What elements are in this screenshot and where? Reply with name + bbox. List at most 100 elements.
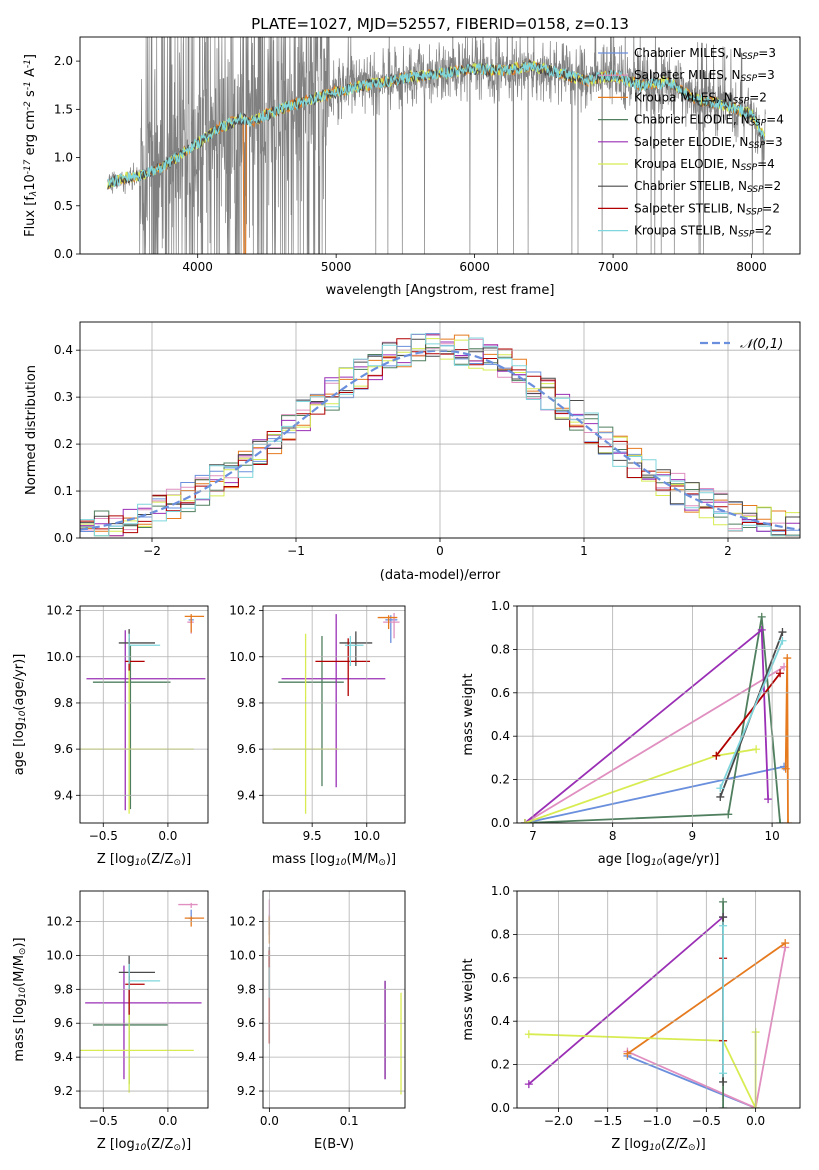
y-tick-label: 9.2 [54,1084,73,1098]
errorbar-point [344,636,364,667]
errorbar-point [184,614,205,633]
mass-weight-series [524,765,785,823]
plus-marker [784,819,793,823]
y-tick-label: 9.8 [54,982,73,996]
x-tick-label: 0.1 [340,1114,359,1128]
panel-spectrum [76,36,801,258]
y-tick-label: 9.6 [237,742,256,756]
x-tick-label: −1 [287,544,305,558]
x-tick-label: 8 [609,829,617,843]
axes-frame [79,605,209,824]
errorbar-point [80,633,194,814]
errorbar-point [377,615,398,630]
errorbar-point [128,963,161,990]
plus-marker [520,819,529,823]
plus-marker [719,897,728,906]
y-tick-label: 0.3 [54,390,73,404]
y-tick-label: 9.4 [54,788,73,802]
x-axis-label: Z [log10(Z/Z⊙)] [97,1137,191,1153]
plus-marker [781,939,790,948]
y-tick-label: 9.4 [237,1050,256,1064]
panel-age_vs_Z [76,605,209,827]
x-tick-label: 0 [436,544,444,558]
plus-marker [778,636,787,645]
y-tick-label: 1.0 [491,884,510,898]
x-tick-label: 5000 [321,260,352,274]
errorbar-point [85,965,202,1080]
x-tick-label: 10 [764,829,779,843]
axes-frame [516,605,801,824]
panel-mass_vs_Z [76,890,209,1112]
plus-marker [623,1049,632,1058]
plus-marker [716,792,725,801]
x-tick-label: −1.0 [642,1114,671,1128]
x-axis-label: Z [log10(Z/Z⊙)] [611,1137,705,1153]
y-tick-label: 0.0 [491,816,510,830]
errorbar-point [80,999,194,1093]
errorbar-point [281,614,386,788]
axes-frame [79,36,801,255]
x-tick-label: −0.5 [89,1114,118,1128]
x-axis-label: Z [log10(Z/Z⊙)] [97,852,191,868]
x-tick-label: −2.0 [544,1114,573,1128]
plot-area [80,614,206,814]
y-tick-label: 10.0 [229,948,256,962]
x-tick-label: 9 [689,829,697,843]
plot-area [107,37,766,254]
y-tick-label: 1.0 [491,599,510,613]
y-tick-label: 10.2 [46,604,73,618]
mass-weight-series [627,947,787,1108]
plus-marker [752,745,761,754]
y-tick-label: 10.0 [46,948,73,962]
legend-entry: Salpeter STELIB, NSSP=2 [634,201,780,217]
x-axis-label: mass [log10(M/M⊙)] [272,852,396,868]
y-axis-label: mass weight [461,958,476,1040]
x-tick-label: −1.5 [593,1114,622,1128]
legend-entry: Kroupa STELIB, NSSP=2 [634,224,772,240]
errorbar-point [278,636,344,787]
plot-area [80,902,205,1093]
y-tick-label: 0.4 [54,343,73,357]
model-spectrum-line [107,61,766,188]
mass-weight-series [524,616,781,823]
plus-marker [712,751,721,760]
y-tick-label: 9.8 [54,696,73,710]
plus-marker [719,921,728,930]
y-tick-label: 9.8 [237,982,256,996]
x-tick-label: 10.0 [353,829,380,843]
plus-marker [757,612,766,621]
plot-area [268,899,402,1095]
legend-entry: Salpeter ELODIE, NSSP=3 [634,135,783,151]
y-tick-label: 0.1 [54,484,73,498]
x-tick-label: 9.5 [303,829,322,843]
panel-age_vs_mass [259,605,406,827]
plus-marker [719,1104,728,1108]
x-axis-label: E(B-V) [314,1137,354,1152]
plus-marker [524,1080,533,1089]
plot-area [272,612,400,814]
axes-frame [516,890,801,1109]
mass-weight-series [524,666,785,823]
legend-entry: Chabrier ELODIE, NSSP=4 [634,113,784,129]
chart-title: PLATE=1027, MJD=52557, FIBERID=0158, z=0… [251,15,629,33]
x-axis-label: wavelength [Angstrom, rest frame] [326,283,555,298]
errorbar-point [385,615,398,643]
mass-weight-series [528,916,724,1085]
legend-entry: 𝒩(0,1) [740,337,783,352]
y-tick-label: 10.2 [229,915,256,929]
y-tick-label: 9.6 [54,742,73,756]
plus-marker [776,819,785,823]
x-tick-label: −0.5 [692,1114,721,1128]
y-tick-label: 0.4 [491,1014,510,1028]
mass-weight-series [715,672,781,757]
y-tick-label: 0.0 [491,1101,510,1115]
plus-marker [724,810,733,819]
y-tick-label: 0.8 [491,642,510,656]
errorbar-point [125,975,145,1015]
y-axis-label: mass [log10(M/M⊙)] [12,937,28,1061]
y-tick-label: 0.4 [491,729,510,743]
y-tick-label: 0.2 [491,1058,510,1072]
panel-residuals [76,321,801,542]
y-tick-label: 2.0 [54,54,73,68]
